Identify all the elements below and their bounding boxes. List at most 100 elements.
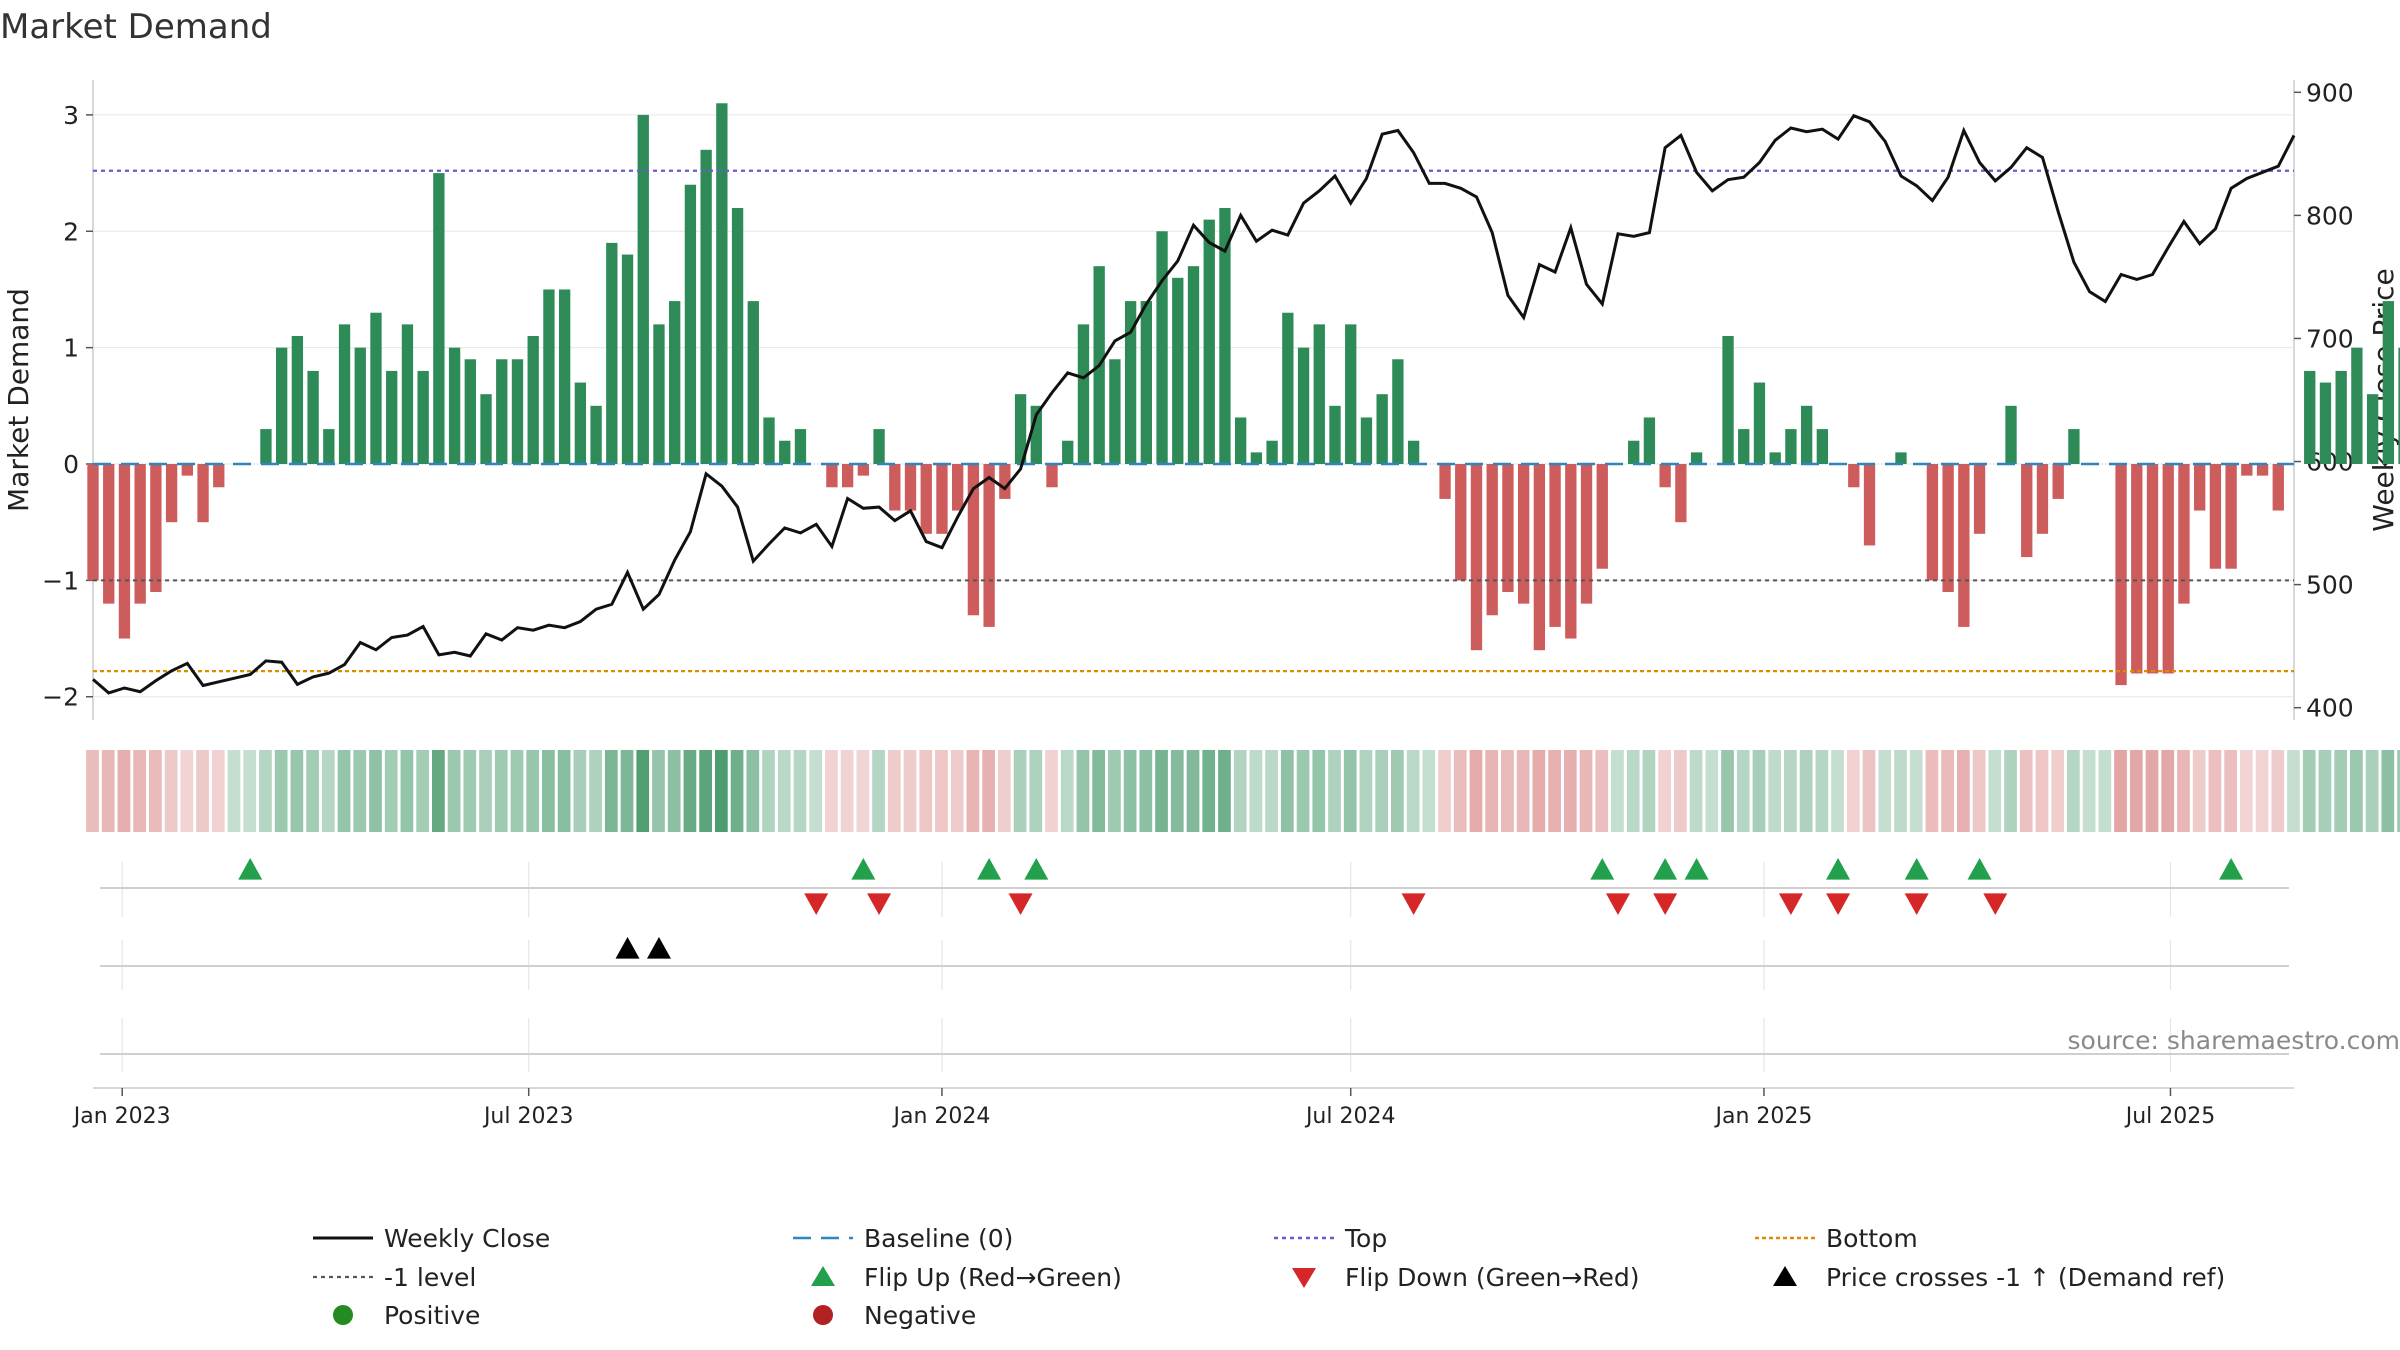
strip-cell-negative [1485,750,1499,832]
strip-cell-positive [1894,750,1907,832]
strip-cell-negative [2019,750,2033,832]
strip-cell-negative [1045,750,1058,832]
positive-demand-bar [291,336,304,464]
negative-demand-bar [920,464,932,534]
legend-item-line: Weekly Close [313,1224,550,1253]
strip-cell-negative [2035,750,2049,832]
strip-cell-negative [196,750,209,832]
strip-cell-negative [117,750,131,832]
strip-cell-positive [2302,750,2316,832]
strip-cell-positive [2318,750,2332,832]
positive-demand-bar [496,359,508,464]
strip-cell-negative [2255,750,2269,832]
chart-title: Market Demand [0,7,272,47]
strip-cell-negative [101,750,115,832]
negative-demand-bar [889,464,901,511]
positive-demand-bar [480,394,492,464]
negative-demand-bar [2036,464,2049,534]
flip-up-marker [238,858,263,880]
legend-label: -1 level [384,1263,476,1292]
strip-cell-positive [1280,750,1294,832]
flip-marker-panel [100,858,2289,917]
strip-cell-negative [1595,750,1609,832]
y-tick-label: 1 [63,334,79,363]
legend-label: Baseline (0) [864,1224,1013,1253]
positive-demand-bar [1376,394,1388,464]
positive-demand-bar [2351,347,2363,464]
strip-cell-positive [1752,750,1766,832]
negative-demand-bar [1502,464,1514,592]
positive-demand-bar [574,382,587,464]
positive-demand-bar [1329,405,1341,464]
strip-cell-positive [2381,750,2395,832]
negative-demand-bar [1046,464,1058,488]
strip-cell-positive [2287,750,2300,832]
strip-cell-positive [777,750,791,832]
strip-cell-positive [1909,750,1923,832]
negative-demand-bar [1455,464,1467,581]
strip-cell-positive [1815,750,1829,832]
strip-cell-positive [1784,750,1797,832]
positive-demand-bar [653,324,665,464]
strip-cell-positive [2082,750,2096,832]
x-tick-label: Jan 2025 [1714,1104,1813,1129]
strip-cell-positive [542,750,555,832]
strip-cell-negative [1563,750,1577,832]
positive-demand-bar [307,370,319,464]
negative-demand-bar [952,464,964,511]
negative-demand-bar [165,464,178,523]
strip-cell-positive [400,750,414,832]
positive-demand-bar [527,336,539,464]
positive-demand-bar [1407,440,1420,464]
strip-cell-negative [982,750,995,832]
strip-cell-negative [1438,750,1451,832]
negative-demand-bar [2209,464,2222,569]
positive-demand-bar [1895,452,1907,464]
legend-item-top: Top [1274,1224,1387,1253]
empty-panel [100,1018,2289,1072]
positive-demand-bar [590,405,602,464]
positive-demand-bar [1392,359,1404,464]
strip-cell-negative [2114,750,2127,832]
flip-up-marker [1024,858,1049,880]
y-tick-label: 0 [63,450,79,479]
strip-cell-positive [652,750,665,832]
strip-cell-positive [2350,750,2363,832]
source-label: source: sharemaestro.com [2068,1026,2400,1055]
negative-demand-bar [2146,464,2159,674]
strip-cell-positive [1721,750,1734,832]
strip-cell-positive [306,750,319,832]
strip-cell-positive [1092,750,1106,832]
positive-demand-bar [700,149,712,464]
legend-label: Top [1344,1224,1387,1253]
positive-demand-bar [511,359,524,464]
positive-demand-bar [1297,347,1310,464]
strip-cell-positive [746,750,760,832]
positive-demand-bar [669,301,681,464]
positive-demand-bar [1235,417,1247,464]
legend-item-minus-one: -1 level [313,1263,476,1292]
positive-demand-bar [2304,370,2316,464]
strip-cell-positive [2004,750,2017,832]
negative-demand-bar [118,464,131,639]
negative-demand-bar [1848,464,1860,488]
price-cross-marker [615,937,640,959]
strip-cell-positive [1076,750,1090,832]
negative-demand-bar [150,464,162,592]
y2-tick-label: 500 [2306,571,2354,600]
negative-demand-bar [983,464,995,627]
strip-cell-positive [1705,750,1719,832]
strip-cell-positive [714,750,728,832]
positive-demand-bar [275,347,288,464]
strip-cell-positive [636,750,650,832]
strip-cell-negative [840,750,854,832]
y-tick-label: 3 [63,101,79,130]
strip-cell-negative [1941,750,1954,832]
strip-cell-negative [1579,750,1593,832]
strip-cell-positive [1202,750,1216,832]
strip-cell-negative [149,750,162,832]
strip-cell-positive [573,750,587,832]
positive-demand-bar [1140,301,1152,464]
